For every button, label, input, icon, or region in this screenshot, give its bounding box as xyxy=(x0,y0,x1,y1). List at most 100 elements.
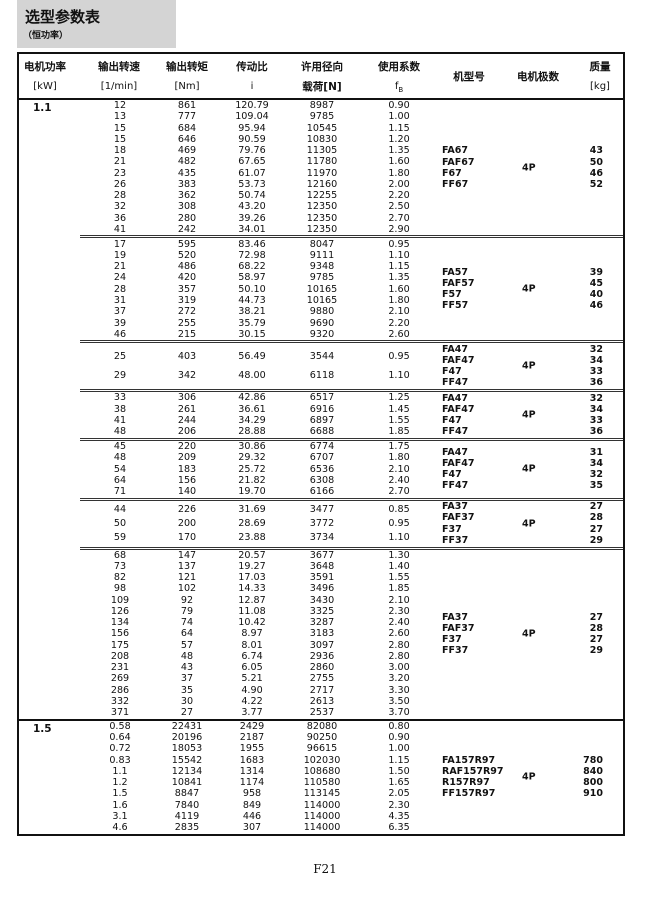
model-name: FF67 xyxy=(442,178,469,190)
model-group: 33 306 42.86 6517 1.25 38 261 36.61 6916 1.45 41 24… xyxy=(80,388,623,438)
header-fb-symbol: f xyxy=(394,81,399,92)
header-torque: 输出转矩 [Nm] xyxy=(147,57,227,97)
table-row: 21 482 67.65 11780 1.60 xyxy=(80,156,432,167)
model-entry: FF67 52 xyxy=(432,179,623,190)
header-power: 电机功率 [kW] xyxy=(5,57,85,97)
cell-ratio: 12.87 xyxy=(238,594,266,606)
cell-service-factor: 1.45 xyxy=(388,403,410,415)
model-entry: FA37 27 xyxy=(432,612,623,623)
cell-torque: 74 xyxy=(180,617,194,629)
cell-speed: 48 xyxy=(113,426,127,438)
cell-service-factor: 2.60 xyxy=(388,328,410,340)
cell-ratio: 28.88 xyxy=(238,426,266,438)
cell-ratio: 17.03 xyxy=(238,572,266,584)
cell-speed: 24 xyxy=(113,272,127,284)
cell-service-factor: 1.10 xyxy=(388,369,410,381)
header-fb-subscript: B xyxy=(398,86,404,94)
cell-radial-load: 2613 xyxy=(309,695,335,707)
cell-speed: 134 xyxy=(110,617,130,629)
cell-service-factor: 1.15 xyxy=(388,261,410,273)
cell-speed: 231 xyxy=(110,662,130,674)
cell-radial-load: 3772 xyxy=(309,518,335,530)
cell-speed: 25 xyxy=(113,350,127,362)
cell-ratio: 21.82 xyxy=(238,475,266,487)
cell-speed: 71 xyxy=(113,486,127,498)
cell-torque: 22431 xyxy=(171,720,203,732)
table-row: 28 362 50.74 12255 2.20 xyxy=(80,190,432,201)
table-row: 26 383 53.73 12160 2.00 xyxy=(80,179,432,190)
cell-service-factor: 2.70 xyxy=(388,212,410,224)
model-name: F37 xyxy=(442,634,462,646)
model-name: FF57 xyxy=(442,300,469,312)
table-row: 1.6 7840 849 114000 2.30 xyxy=(80,800,432,811)
cell-torque: 482 xyxy=(177,156,197,168)
table-row: 39 255 35.79 9690 2.20 xyxy=(80,318,432,329)
model-name: FA47 xyxy=(442,392,468,404)
cell-ratio: 90.59 xyxy=(238,133,266,145)
header-speed-label: 输出转速 xyxy=(98,61,140,73)
table-row: 109 92 12.87 3430 2.10 xyxy=(80,595,432,606)
cell-speed: 156 xyxy=(110,628,130,640)
cell-service-factor: 2.50 xyxy=(388,201,410,213)
cell-ratio: 1314 xyxy=(239,765,265,777)
cell-speed: 109 xyxy=(110,594,130,606)
cell-ratio: 53.73 xyxy=(238,178,266,190)
cell-service-factor: 1.40 xyxy=(388,560,410,572)
cell-service-factor: 1.80 xyxy=(388,294,410,306)
cell-ratio: 4.22 xyxy=(241,695,263,707)
model-mass: 39 xyxy=(589,266,603,278)
cell-speed: 15 xyxy=(113,133,127,145)
cell-service-factor: 2.40 xyxy=(388,617,410,629)
cell-speed: 29 xyxy=(113,369,127,381)
table-row: 64 156 21.82 6308 2.40 xyxy=(80,475,432,486)
cell-radial-load: 96615 xyxy=(306,743,338,755)
model-name: F57 xyxy=(442,289,462,301)
cell-service-factor: 1.85 xyxy=(388,583,410,595)
cell-service-factor: 2.00 xyxy=(388,178,410,190)
cell-radial-load: 9348 xyxy=(309,261,335,273)
model-mass: 32 xyxy=(589,469,603,481)
data-rows: 0.58 22431 2429 82080 0.80 0.64 20196 2187 90250… xyxy=(80,721,432,834)
cell-service-factor: 0.95 xyxy=(388,518,410,530)
model-entry: FF37 29 xyxy=(432,535,623,546)
model-name: FA157R97 xyxy=(442,754,496,766)
model-mass: 32 xyxy=(589,343,603,355)
model-list: FA37 27 FAF37 28 F37 27 FF37 29 4P xyxy=(432,501,623,547)
cell-radial-load: 3287 xyxy=(309,617,335,629)
table-row: 1.5 8847 958 113145 2.05 xyxy=(80,788,432,799)
model-mass: 840 xyxy=(583,765,603,777)
model-mass: 34 xyxy=(589,458,603,470)
table-row: 50 200 28.69 3772 0.95 xyxy=(80,518,432,529)
cell-speed: 21 xyxy=(113,261,127,273)
cell-torque: 20196 xyxy=(171,731,203,743)
cell-service-factor: 1.35 xyxy=(388,145,410,157)
cell-radial-load: 9111 xyxy=(309,249,335,261)
cell-radial-load: 82080 xyxy=(306,720,338,732)
cell-service-factor: 6.35 xyxy=(388,822,410,834)
table-row: 0.64 20196 2187 90250 0.90 xyxy=(80,732,432,743)
cell-torque: 469 xyxy=(177,145,197,157)
cell-torque: 156 xyxy=(177,475,197,487)
cell-torque: 147 xyxy=(177,549,197,561)
header-ratio-unit: i xyxy=(250,81,254,92)
cell-torque: 8847 xyxy=(174,788,200,800)
table-row: 134 74 10.42 3287 2.40 xyxy=(80,617,432,628)
model-entry: F47 33 xyxy=(432,415,623,426)
cell-speed: 44 xyxy=(113,503,127,515)
model-name: FAF47 xyxy=(442,354,475,366)
cell-service-factor: 0.95 xyxy=(388,350,410,362)
cell-radial-load: 3430 xyxy=(309,594,335,606)
cell-ratio: 58.97 xyxy=(238,272,266,284)
model-entry: F37 27 xyxy=(432,634,623,645)
cell-ratio: 10.42 xyxy=(238,617,266,629)
table-row: 71 140 19.70 6166 2.70 xyxy=(80,486,432,497)
cell-speed: 33 xyxy=(113,392,127,404)
cell-service-factor: 2.10 xyxy=(388,594,410,606)
cell-torque: 242 xyxy=(177,224,197,235)
cell-torque: 255 xyxy=(177,317,197,329)
cell-radial-load: 10165 xyxy=(306,294,338,306)
cell-ratio: 61.07 xyxy=(238,167,266,179)
model-entry: FA47 31 xyxy=(432,447,623,458)
header-torque-unit: [Nm] xyxy=(174,81,200,92)
model-mass: 34 xyxy=(589,354,603,366)
